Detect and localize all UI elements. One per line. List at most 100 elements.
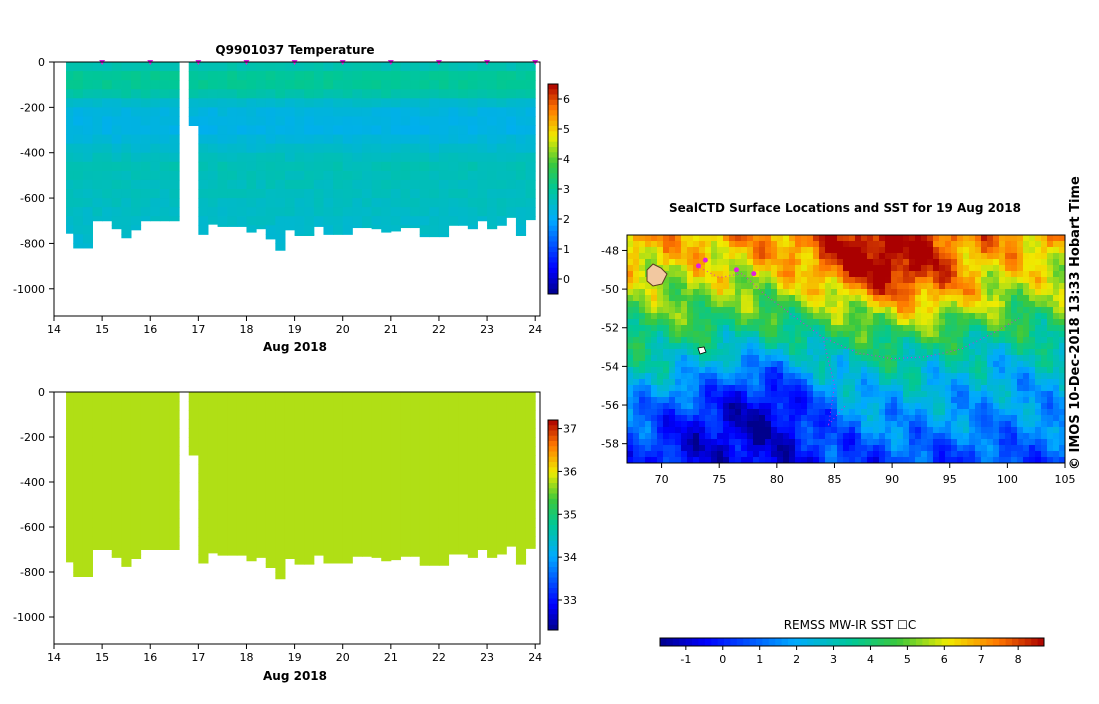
data-cell [207,80,219,90]
sst-cell [687,307,694,314]
colorbar-segment [548,110,558,116]
sst-cell [1005,457,1012,464]
sst-cell [897,379,904,386]
data-cell [121,437,132,447]
sst-cell [879,307,886,314]
data-cell [400,170,411,181]
sst-cell [777,373,784,380]
sst-cell [657,301,664,308]
data-cell [323,198,334,208]
sst-cell [933,349,940,356]
colorbar-segment [1012,638,1019,646]
data-cell [227,189,238,199]
sst-cell [693,241,700,248]
sst-cell [1047,259,1054,266]
data-cell [256,170,267,181]
sst-cell [897,307,904,314]
sst-cell [999,355,1006,362]
data-cell [371,437,382,447]
data-cell [467,392,478,402]
sst-cell [921,367,928,374]
data-cell [294,80,305,90]
sst-cell [651,343,658,350]
data-cell [82,410,93,420]
sst-cell [873,379,880,386]
sst-cell [981,235,988,242]
colorbar-segment [660,638,667,646]
sst-cell [981,373,988,380]
data-cell [275,455,286,465]
sst-cell [951,427,958,434]
data-cell [506,125,517,136]
sst-cell [861,319,868,326]
sst-cell [765,283,772,290]
sst-cell [693,253,700,260]
sst-cell [909,247,916,254]
sst-cell [873,355,880,362]
sst-cell [693,259,700,266]
data-cell [111,509,122,519]
data-cell [506,216,517,218]
data-cell [381,410,392,420]
sst-cell [783,313,790,320]
sst-cell [675,295,682,302]
data-cell [130,455,142,465]
sst-cell [999,343,1006,350]
colorbar-segment [548,456,558,463]
data-cell [477,392,488,402]
data-cell [140,89,151,99]
data-cell [207,491,219,501]
sst-cell [735,295,742,302]
sst-cell [771,247,778,254]
data-cell [438,170,450,181]
sst-cell [981,379,988,386]
sst-cell [897,355,904,362]
colorbar-segment [864,638,872,646]
sst-cell [753,301,760,308]
data-cell [381,107,392,117]
sst-cell [813,391,820,398]
data-cell [284,527,296,537]
data-cell [525,161,536,172]
data-cell [140,189,151,199]
data-cell [82,527,93,537]
sst-cell [759,343,766,350]
sst-cell [963,319,970,326]
sst-cell [879,361,886,368]
data-cell [66,554,77,563]
sst-cell [693,355,700,362]
sst-cell [633,391,640,398]
y-tick-label: -400 [20,476,45,489]
sst-cell [999,241,1006,248]
sst-cell [891,235,898,242]
sst-cell [1023,265,1030,272]
sst-cell [1017,331,1024,338]
sst-cell [723,241,730,248]
data-cell [207,161,219,172]
sst-cell [729,439,736,446]
sst-cell [1017,313,1024,320]
data-cell [284,62,296,72]
data-cell [102,89,113,99]
data-cell [419,225,430,235]
data-cell [371,170,382,181]
data-cell [525,509,536,519]
sst-cell [1005,421,1012,428]
sst-cell [969,409,976,416]
sst-cell [987,355,994,362]
sst-cell [993,391,1000,398]
sst-cell [975,325,982,332]
sst-cell [729,409,736,416]
sst-cell [825,445,832,452]
sst-cell [813,385,820,392]
data-cell [410,410,421,420]
data-cell [130,62,142,72]
sst-cell [1041,373,1048,380]
sst-cell [879,379,886,386]
sst-cell [843,277,850,284]
sst-cell [681,403,688,410]
sst-cell [705,313,712,320]
sst-cell [951,283,958,290]
sst-cell [831,421,838,428]
data-cell [130,152,142,163]
